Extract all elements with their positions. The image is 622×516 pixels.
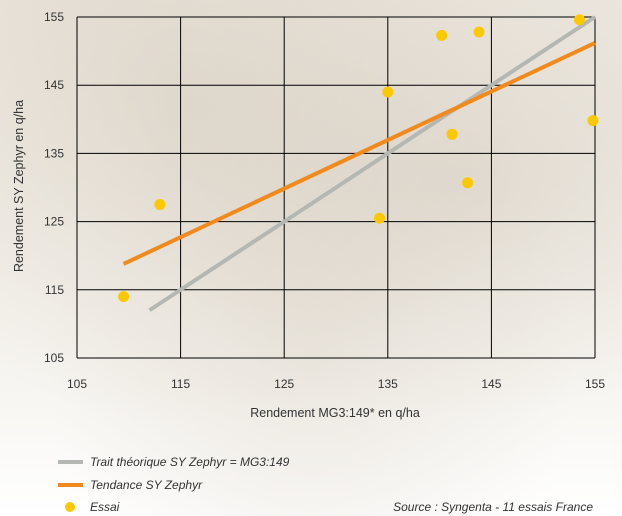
x-axis-tick-labels: 105 115 125 135 145 155 — [67, 377, 605, 391]
essai-point — [374, 212, 386, 224]
y-axis-label: Rendement SY Zephyr en q/ha — [12, 100, 26, 272]
essai-point — [118, 291, 130, 303]
legend: Trait théorique SY Zephyr = MG3:149 Tend… — [58, 455, 290, 514]
x-tick-label: 155 — [585, 377, 605, 391]
essai-point — [573, 14, 585, 26]
x-tick-label: 115 — [171, 377, 190, 391]
x-tick-label: 135 — [378, 377, 398, 391]
y-axis-tick-labels: 105 115 125 135 145 155 — [44, 10, 64, 365]
y-tick-label: 115 — [45, 283, 64, 297]
y-tick-label: 125 — [44, 215, 64, 229]
data-points — [118, 14, 599, 303]
essai-point — [436, 29, 448, 41]
essai-point — [462, 177, 474, 189]
y-tick-label: 105 — [44, 351, 64, 365]
essai-point — [446, 128, 458, 140]
theoretical-line — [148, 15, 597, 312]
x-tick-label: 105 — [67, 377, 87, 391]
series-lines — [122, 15, 597, 312]
x-tick-label: 145 — [481, 377, 501, 391]
legend-label-trend: Tendance SY Zephyr — [90, 478, 203, 492]
essai-point — [587, 115, 599, 127]
y-tick-label: 145 — [44, 78, 64, 92]
x-tick-label: 125 — [274, 377, 294, 391]
x-axis-label: Rendement MG3:149* en q/ha — [250, 406, 420, 420]
legend-label-theoretical: Trait théorique SY Zephyr = MG3:149 — [90, 455, 290, 469]
source-note: Source : Syngenta - 11 essais France — [393, 500, 593, 514]
essai-point — [473, 26, 485, 38]
essai-point — [382, 86, 394, 98]
essai-point — [154, 199, 166, 211]
legend-label-essai: Essai — [90, 500, 120, 514]
legend-swatch-essai-point — [65, 502, 75, 512]
y-tick-label: 155 — [44, 10, 64, 24]
trend-line — [122, 41, 596, 266]
y-tick-label: 135 — [44, 146, 64, 160]
